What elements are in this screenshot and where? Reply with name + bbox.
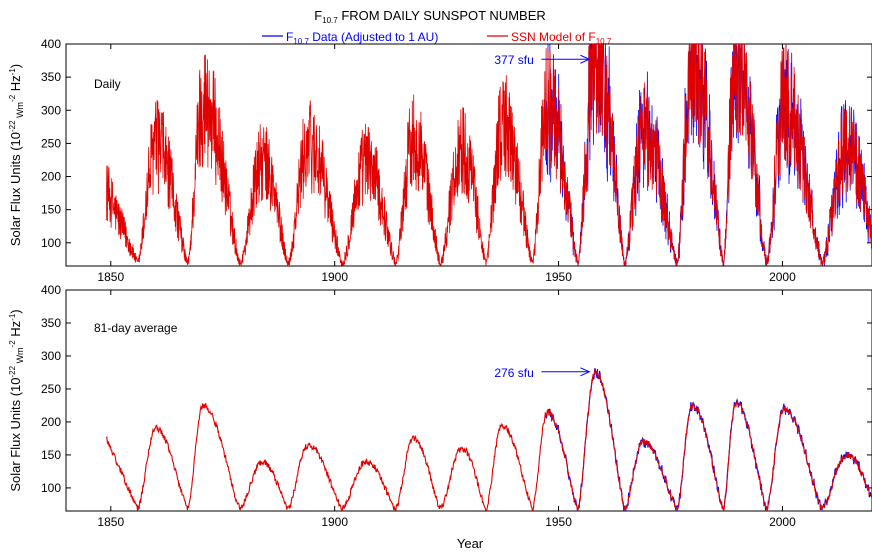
panel-label: 81-day average [94,321,178,335]
y-tick-label: 300 [41,349,61,363]
legend-model-label: SSN Model of F10.7 [511,30,612,46]
legend-model-sub: 10.7 [596,37,612,46]
y-tick-label: 350 [41,70,61,84]
y-axis-label: Solar Flux Units (10-22 Wm-2 Hz-1) [8,64,25,246]
annotation-arrowhead [580,367,591,377]
legend-data-rest: Data (Adjusted to 1 AU) [309,30,438,44]
x-tick-label: 1850 [97,270,124,284]
plot-frame [65,289,872,512]
x-tick-label: 1950 [545,270,572,284]
x-axis-label: Year [457,536,484,551]
legend-data-prefix: F [286,30,293,44]
series-ssn-model [105,368,872,511]
y-tick-label: 250 [41,136,61,150]
y-tick-label: 400 [41,37,61,51]
x-tick-label: 1900 [321,515,348,529]
series-ssn-model [105,44,872,266]
peak-annotation: 276 sfu [494,366,533,380]
y-tick-label: 150 [41,448,61,462]
series-f107-data [545,368,872,511]
x-tick-label: 1900 [321,270,348,284]
y-tick-label: 300 [41,103,61,117]
chart-title-rest: FROM DAILY SUNSPOT NUMBER [338,8,546,23]
chart-title-main: F [314,8,322,23]
legend: F10.7 Data (Adjusted to 1 AU) SSN Model … [262,30,612,46]
annotation-arrowhead [580,54,591,64]
x-tick-label: 1850 [97,515,124,529]
panel-label: Daily [94,77,121,91]
peak-annotation: 377 sfu [494,53,533,67]
chart-title: F10.7 FROM DAILY SUNSPOT NUMBER [314,8,546,25]
legend-data-label: F10.7 Data (Adjusted to 1 AU) [286,30,438,46]
daily-panel: 100 150 200 250 300 350 400 1850 1900 1950 2000 Dai… [8,37,872,284]
y-tick-label: 350 [41,316,61,330]
y-tick-label: 100 [41,481,61,495]
y-tick-label: 200 [41,170,61,184]
y-tick-label: 150 [41,203,61,217]
chart-title-sub: 10.7 [322,16,338,25]
y-tick-label: 200 [41,415,61,429]
y-tick-label: 100 [41,236,61,250]
legend-model-text: SSN Model of F [511,30,596,44]
x-tick-label: 2000 [769,270,796,284]
y-axis-label: Solar Flux Units (10-22 Wm-2 Hz-1) [8,309,25,491]
average-panel: 100 150 200 250 300 350 400 1850 1900 1950 2000 81-… [8,283,872,529]
y-tick-label: 250 [41,382,61,396]
x-tick-label: 2000 [769,515,796,529]
plot-frame [65,43,872,267]
x-tick-label: 1950 [545,515,572,529]
y-tick-label: 400 [41,283,61,297]
legend-data-sub: 10.7 [293,37,309,46]
